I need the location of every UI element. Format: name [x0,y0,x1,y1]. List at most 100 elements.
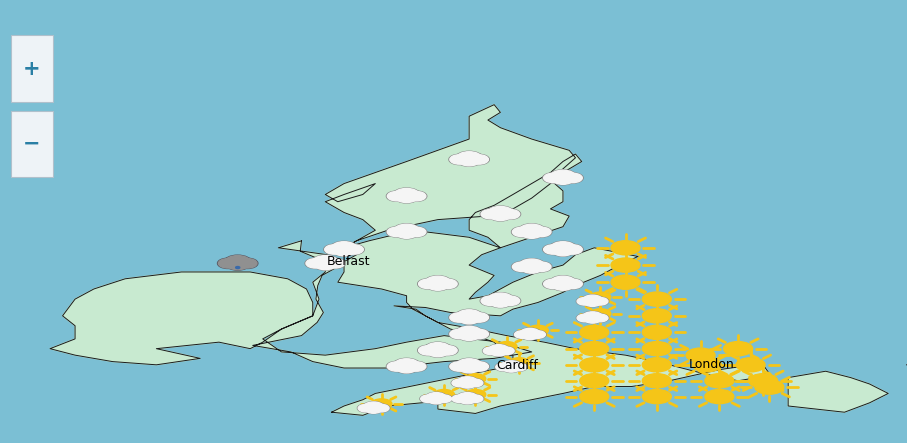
Circle shape [542,279,564,289]
Circle shape [748,374,777,388]
Circle shape [425,276,450,288]
Circle shape [500,209,521,219]
Circle shape [551,174,574,185]
Circle shape [425,392,447,403]
Circle shape [519,224,545,237]
Circle shape [692,358,721,372]
FancyBboxPatch shape [11,111,53,177]
Circle shape [450,155,469,164]
Circle shape [520,328,540,338]
Circle shape [592,314,608,322]
Circle shape [528,325,549,335]
Circle shape [512,227,532,237]
Circle shape [334,246,355,256]
Circle shape [468,361,489,372]
Circle shape [456,326,483,339]
Text: +: + [23,58,41,79]
Circle shape [483,347,500,355]
Circle shape [405,191,427,201]
Circle shape [306,259,326,268]
Circle shape [452,395,468,403]
Circle shape [315,260,336,270]
Circle shape [332,242,356,254]
Circle shape [386,227,407,237]
Circle shape [642,309,671,323]
Circle shape [611,258,640,272]
Circle shape [459,396,475,404]
Circle shape [465,374,486,384]
Circle shape [705,389,734,404]
Circle shape [386,191,407,201]
Circle shape [580,358,609,372]
Circle shape [580,342,609,356]
Circle shape [305,258,327,268]
Circle shape [313,256,337,268]
Circle shape [465,389,486,400]
Circle shape [502,361,522,370]
Circle shape [450,362,469,371]
Circle shape [459,380,475,388]
Circle shape [325,245,344,254]
FancyBboxPatch shape [11,35,53,102]
Circle shape [468,312,489,323]
Circle shape [502,364,520,372]
Circle shape [532,227,551,237]
Circle shape [489,297,512,307]
Circle shape [324,245,345,255]
Circle shape [582,295,602,305]
Circle shape [481,210,501,219]
Circle shape [519,259,545,272]
Circle shape [427,396,445,404]
Circle shape [467,395,483,403]
Circle shape [563,279,582,288]
Circle shape [418,345,439,355]
Circle shape [450,329,469,339]
Circle shape [542,245,564,255]
Circle shape [343,245,365,255]
Circle shape [456,358,483,371]
Circle shape [387,227,406,237]
Circle shape [522,263,542,273]
Polygon shape [326,105,768,416]
Circle shape [576,314,593,322]
Circle shape [469,155,489,164]
Circle shape [437,279,458,289]
Circle shape [488,293,512,305]
Circle shape [520,224,544,236]
Circle shape [373,404,390,412]
Circle shape [501,361,522,371]
Text: Belfast: Belfast [327,255,370,268]
Circle shape [542,173,564,183]
Circle shape [590,292,611,302]
Circle shape [457,392,477,402]
Circle shape [512,227,532,237]
Circle shape [705,374,734,388]
Circle shape [642,358,671,372]
Circle shape [426,346,449,357]
Circle shape [562,279,583,289]
Circle shape [456,309,483,323]
Circle shape [405,227,427,237]
Circle shape [459,330,480,340]
Circle shape [532,262,551,272]
Circle shape [488,206,512,218]
Circle shape [406,362,426,371]
Circle shape [406,191,426,201]
Circle shape [467,379,483,387]
Circle shape [576,297,593,305]
Circle shape [500,295,521,306]
Circle shape [468,154,489,165]
Circle shape [583,298,601,307]
Circle shape [642,342,671,356]
Circle shape [521,331,539,340]
Circle shape [592,297,609,305]
Circle shape [469,329,489,339]
Circle shape [237,258,258,268]
Circle shape [325,258,346,268]
Circle shape [459,314,480,324]
Circle shape [488,344,510,355]
Circle shape [394,188,420,201]
Circle shape [531,262,551,272]
Circle shape [365,405,383,414]
Circle shape [374,404,389,412]
